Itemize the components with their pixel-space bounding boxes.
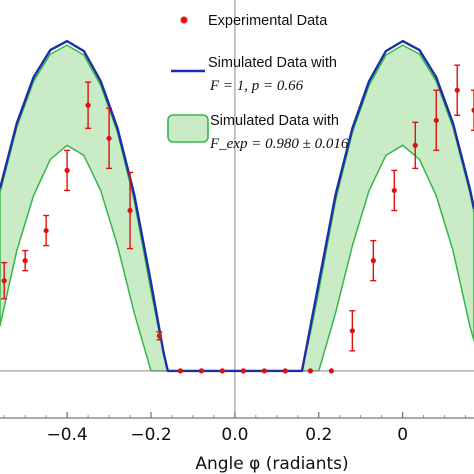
experimental-point: [22, 258, 28, 264]
x-tick-label: −0.4: [46, 425, 87, 445]
x-axis: −0.4 −0.2 0.0 0.2 0: [0, 412, 474, 445]
legend-sim2-label-line1: Simulated Data with: [210, 113, 339, 129]
experimental-point: [1, 278, 7, 284]
experimental-point: [106, 135, 112, 141]
experimental-point: [328, 368, 334, 374]
x-tick-label: 0.0: [221, 425, 248, 445]
legend-experimental-label: Experimental Data: [208, 13, 328, 29]
experimental-point: [282, 368, 288, 374]
experimental-point: [43, 227, 49, 234]
legend-sim1-label-line1: Simulated Data with: [208, 55, 337, 71]
x-tick-label: 0.2: [305, 425, 332, 445]
legend-sim1-label-line2: F = 1, p = 0.66: [209, 78, 304, 94]
x-axis-title: Angle φ (radiants): [195, 454, 348, 474]
experimental-point: [349, 328, 355, 334]
experimental-point: [412, 142, 418, 148]
experimental-point: [156, 333, 162, 339]
experimental-point: [370, 258, 376, 264]
simulated-band-lobe-2: [301, 44, 474, 372]
experimental-point: [471, 107, 474, 113]
legend-sim2-label-line2: F_exp = 0.980 ± 0.016: [209, 136, 349, 152]
legend-simulated-band-swatch: [167, 114, 209, 143]
x-tick-label: 0: [397, 425, 408, 445]
simulated-band-lobe-1: [0, 44, 169, 372]
legend: Experimental Data Simulated Data with F …: [167, 13, 349, 152]
experimental-point: [85, 102, 91, 108]
experimental-point: [64, 167, 70, 174]
experimental-point: [219, 368, 225, 374]
experimental-point: [261, 368, 267, 374]
legend-experimental-marker: [180, 16, 188, 24]
experimental-point: [177, 368, 183, 374]
experimental-point: [391, 187, 397, 194]
experimental-point: [240, 368, 246, 374]
simulated-line-layer: [0, 39, 474, 373]
experimental-point: [307, 368, 314, 374]
experimental-point: [454, 87, 460, 93]
x-tick-label: −0.2: [130, 425, 171, 445]
simulated-line: [0, 39, 474, 373]
experimental-point: [433, 117, 439, 123]
experimental-point: [198, 368, 204, 374]
experimental-points-layer: [1, 64, 474, 374]
experimental-point: [127, 207, 133, 214]
